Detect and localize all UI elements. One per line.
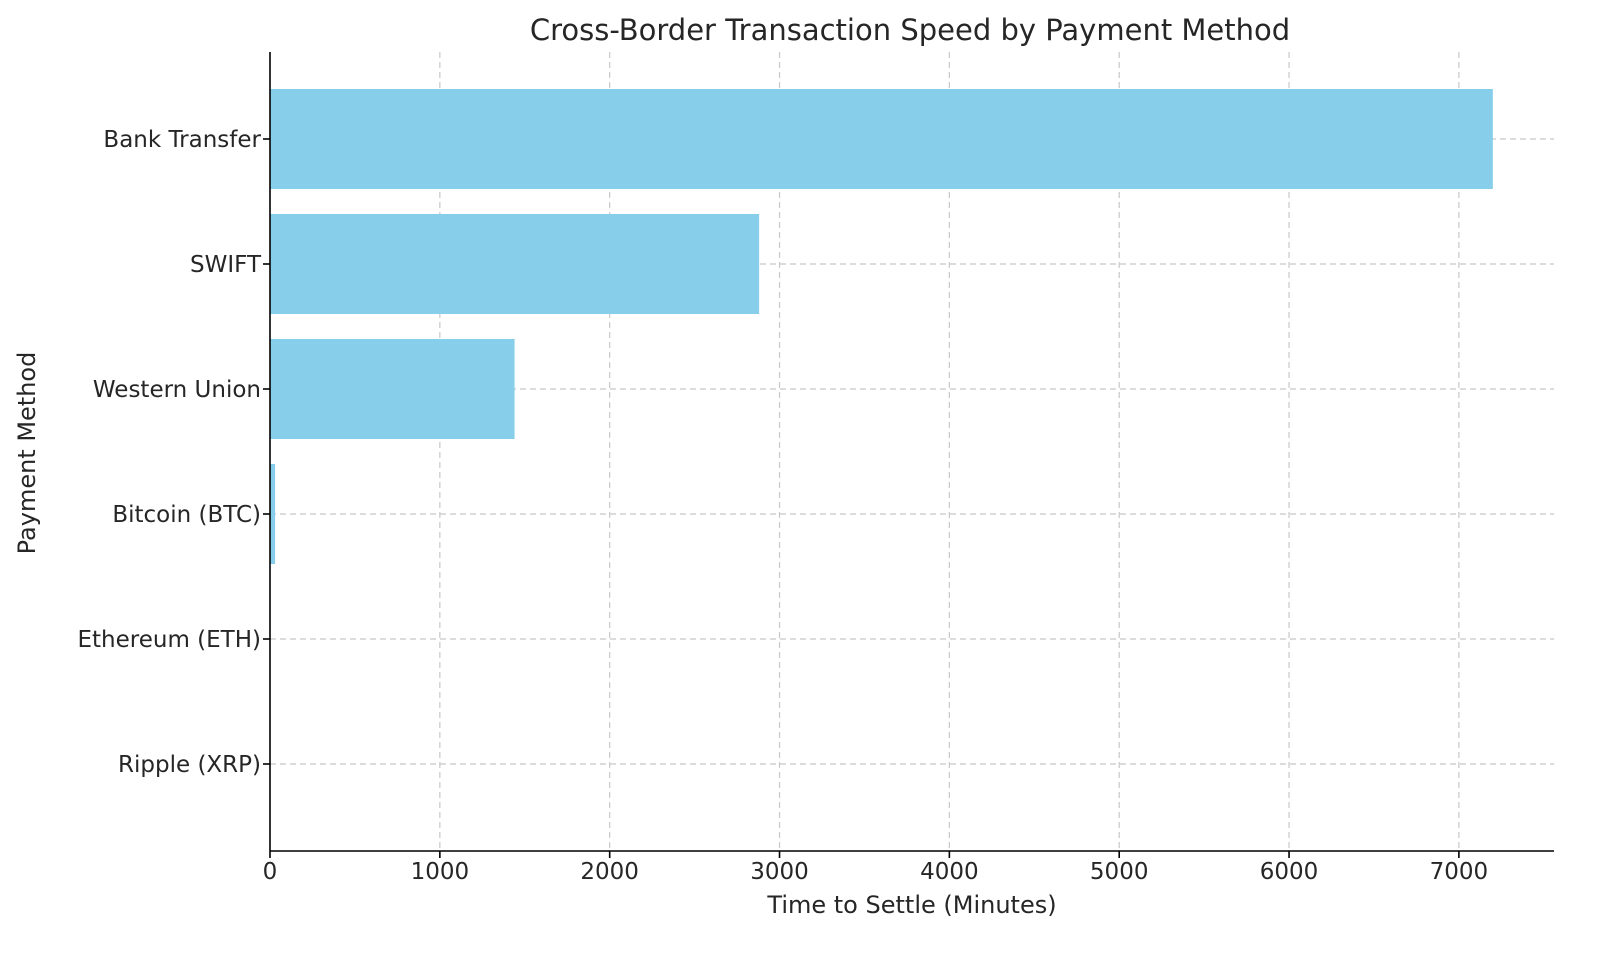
bar (270, 464, 276, 564)
y-tick-label: Bitcoin (BTC) (112, 502, 261, 528)
x-axis-label: Time to Settle (Minutes) (766, 891, 1056, 919)
x-tick-label: 1000 (411, 859, 470, 885)
chart-title: Cross-Border Transaction Speed by Paymen… (530, 13, 1290, 47)
x-tick-label: 4000 (920, 859, 979, 885)
y-tick-label: Western Union (93, 377, 261, 403)
y-ticks: Bank Transfer SWIFT Western Union Bitcoin (… (78, 127, 270, 778)
y-tick-label: Ripple (XRP) (118, 752, 261, 778)
x-tick-label: 0 (263, 859, 278, 885)
x-tick-label: 3000 (750, 859, 809, 885)
x-ticks: 0 1000 2000 3000 4000 5000 6000 7000 (263, 851, 1488, 885)
y-tick-label: Bank Transfer (103, 127, 261, 153)
bars (270, 89, 1493, 814)
x-tick-label: 7000 (1430, 859, 1489, 885)
y-tick-label: SWIFT (190, 252, 262, 278)
bar (270, 339, 515, 439)
axes (269, 52, 1554, 852)
x-tick-label: 2000 (580, 859, 639, 885)
x-tick-label: 5000 (1090, 859, 1149, 885)
bar (270, 89, 1493, 189)
bar (270, 214, 760, 314)
y-axis-label: Payment Method (13, 352, 41, 555)
x-tick-label: 6000 (1260, 859, 1319, 885)
y-tick-label: Ethereum (ETH) (78, 627, 262, 653)
